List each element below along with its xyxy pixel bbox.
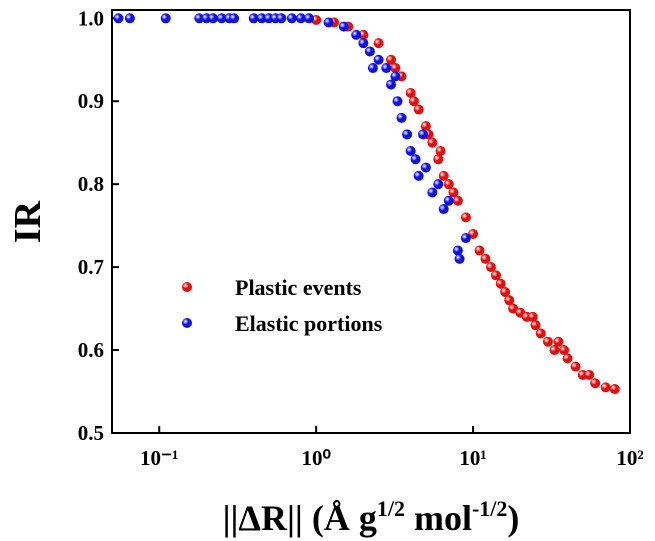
scatter-point [367, 63, 378, 74]
x-tick-label: 10¹ [459, 446, 486, 470]
scatter-point [480, 253, 491, 264]
scatter-point [500, 287, 511, 297]
scatter-point [295, 13, 306, 24]
scatter-point [452, 245, 463, 256]
scatter-point [542, 336, 553, 347]
scatter-point [435, 146, 446, 156]
x-tick-label: 10⁻¹ [140, 446, 178, 470]
scatter-point [207, 13, 218, 24]
scatter-point [396, 112, 407, 123]
scatter-point [553, 336, 564, 347]
scatter-point [386, 79, 397, 90]
scatter-point [276, 13, 287, 24]
scatter-point [443, 179, 454, 190]
scatter-point [338, 21, 349, 32]
scatter-point [405, 146, 416, 156]
scatter-point [390, 63, 401, 74]
y-tick-label: 1.0 [78, 6, 104, 30]
scatter-point [454, 253, 465, 264]
scatter-point [584, 369, 595, 380]
scatter-point [124, 13, 135, 24]
x-axis-label-part: mol [405, 498, 472, 538]
scatter-point [427, 187, 438, 198]
scatter-point [373, 54, 384, 65]
scatter-point [386, 54, 397, 65]
scatter-point [408, 96, 419, 107]
x-axis-label-part: ||ΔR|| (Å g [223, 498, 377, 538]
scatter-point [460, 233, 471, 244]
x-axis-label-part: ) [507, 498, 519, 538]
scatter-point [495, 278, 506, 289]
scatter-point [194, 13, 205, 24]
scatter-point [460, 212, 471, 223]
scatter-point [402, 129, 413, 140]
x-axis-label-superscript: 1/2 [377, 496, 405, 521]
scatter-point [530, 320, 541, 331]
y-tick-label: 0.7 [78, 255, 104, 279]
scatter-point [448, 187, 459, 198]
x-axis-label: ||ΔR|| (Å g1/2 mol-1/2) [223, 496, 520, 538]
scatter-point [433, 154, 444, 165]
scatter-point [420, 162, 431, 173]
scatter-point [160, 13, 171, 24]
scatter-point [358, 29, 369, 40]
scatter-point [358, 38, 369, 49]
scatter-point [485, 262, 496, 273]
scatter-point [474, 245, 485, 256]
y-tick-label: 0.8 [78, 172, 104, 196]
scatter-point [549, 345, 560, 356]
scatter-point [410, 154, 421, 165]
scatter-point [420, 121, 431, 132]
x-axis-label-superscript: -1/2 [472, 496, 507, 521]
y-tick-label: 0.9 [78, 89, 104, 113]
scatter-point [248, 13, 259, 24]
y-axis-label: IR [7, 200, 49, 243]
scatter-point [392, 96, 403, 107]
scatter-point [491, 270, 502, 281]
y-tick-label: 0.5 [78, 421, 104, 445]
scatter-point [256, 13, 267, 24]
scatter-point [229, 13, 240, 24]
scatter-point [527, 311, 538, 322]
scatter-point [600, 382, 611, 393]
scatter-point [452, 195, 463, 206]
x-tick-label: 10⁰ [301, 446, 331, 470]
scatter-point [373, 38, 384, 49]
scatter-point [427, 137, 438, 148]
scatter-point [351, 29, 362, 40]
scatter-point [438, 170, 449, 181]
scatter-point [390, 71, 401, 82]
scatter-point [418, 129, 429, 140]
scatter-point [438, 204, 449, 215]
scatter-point [216, 13, 227, 24]
scatter-point [559, 345, 570, 356]
legend-marker [182, 282, 192, 292]
y-tick-label: 0.6 [78, 338, 104, 362]
scatter-point [413, 104, 424, 115]
scatter-point [381, 63, 392, 74]
scatter-point [413, 170, 424, 181]
scatter-point [113, 13, 124, 24]
x-tick-label: 10² [616, 446, 643, 470]
legend-marker [182, 318, 192, 328]
scatter-point [364, 46, 375, 57]
scatter-point [405, 87, 416, 98]
scatter-point [303, 13, 314, 24]
scatter-point [504, 295, 515, 306]
scatter-point [609, 384, 620, 395]
scatter-point [562, 353, 573, 364]
legend-label: Plastic events [235, 275, 362, 300]
scatter-point [286, 13, 297, 24]
scatter-point [590, 378, 601, 389]
plot-frame [111, 9, 631, 434]
scatter-point [443, 195, 454, 206]
scatter-point [535, 328, 546, 339]
scatter-point [323, 17, 334, 28]
scatter-point [433, 179, 444, 190]
scatter-point [570, 361, 581, 372]
legend-label: Elastic portions [235, 311, 383, 336]
